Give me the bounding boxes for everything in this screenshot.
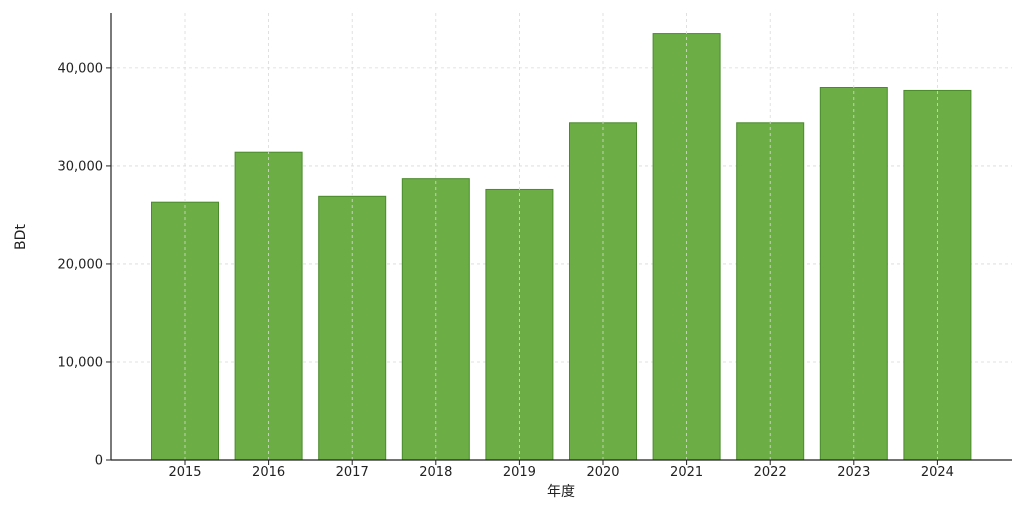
bar-2016 xyxy=(234,151,303,461)
x-tick-label: 2024 xyxy=(921,465,954,480)
axes xyxy=(106,13,1012,465)
x-axis-title: 年度 xyxy=(547,484,575,500)
x-tick-label: 2022 xyxy=(754,465,787,480)
x-tick-label: 2017 xyxy=(336,465,369,480)
tick-labels: 0 10,000 20,000 30,000 40,000 2015 2016 2017 201… xyxy=(58,61,954,480)
x-tick-label: 2016 xyxy=(252,465,285,480)
y-tick-label: 30,000 xyxy=(58,159,104,174)
x-tick-label: 2023 xyxy=(837,465,870,480)
bars xyxy=(151,13,972,461)
x-tick-label: 2018 xyxy=(419,465,452,480)
y-tick-label: 10,000 xyxy=(58,355,104,370)
y-axis-title: BDt xyxy=(13,224,29,250)
y-tick-label: 20,000 xyxy=(58,257,104,272)
x-tick-label: 2019 xyxy=(503,465,536,480)
x-tick-label: 2020 xyxy=(586,465,619,480)
x-tick-label: 2015 xyxy=(168,465,201,480)
y-tick-label: 40,000 xyxy=(58,61,104,76)
y-tick-label: 0 xyxy=(95,454,103,469)
x-tick-label: 2021 xyxy=(670,465,703,480)
